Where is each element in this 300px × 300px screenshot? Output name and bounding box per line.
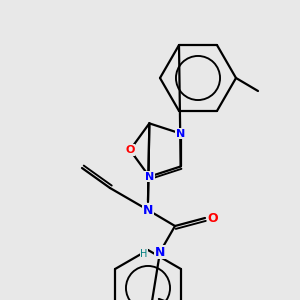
Text: H: H [140, 249, 148, 259]
Text: O: O [125, 145, 135, 155]
Text: O: O [208, 212, 218, 224]
Text: N: N [155, 245, 165, 259]
Text: N: N [143, 203, 153, 217]
Text: N: N [145, 172, 154, 182]
Text: N: N [176, 128, 185, 139]
